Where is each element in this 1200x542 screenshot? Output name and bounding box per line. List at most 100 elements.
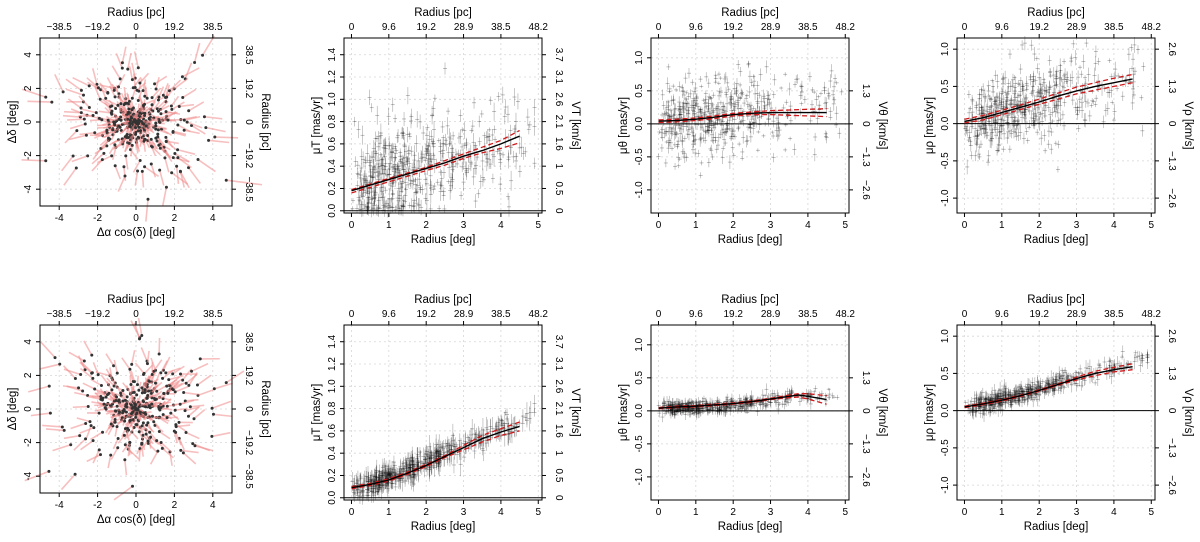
star-point: [157, 352, 161, 356]
motion-arrow: [177, 148, 196, 155]
motion-arrow: [153, 390, 163, 399]
panel-top-mut: 0 1 2 3 4 5 0.0 0.2 0.4 0.6 0.8 1.0 1.2 1.4 0 9.6 19.2 28…: [311, 7, 581, 246]
motion-arrow: [82, 382, 96, 390]
star-point: [161, 376, 165, 380]
star-point: [113, 164, 117, 168]
x-tick-label: 1: [386, 220, 392, 231]
motion-arrow: [182, 88, 197, 99]
motion-arrow: [69, 123, 86, 130]
star-point: [165, 404, 169, 408]
motion-arrow: [144, 139, 151, 149]
motion-arrow: [150, 163, 157, 178]
star-point: [140, 333, 144, 337]
star-point: [159, 441, 163, 445]
star-point: [137, 125, 141, 129]
x-tick-label: 0: [656, 220, 662, 231]
star-point: [130, 96, 134, 100]
star-point: [82, 117, 86, 121]
star-point: [146, 133, 150, 137]
star-point: [164, 135, 168, 139]
motion-arrow: [197, 158, 216, 173]
star-point: [136, 129, 140, 133]
motion-arrow: [169, 451, 173, 466]
star-point: [210, 434, 214, 438]
star-point: [192, 417, 196, 421]
fit-red-upper: [964, 73, 1133, 120]
motion-arrow: [115, 53, 124, 69]
motion-arrow: [45, 428, 65, 432]
motion-arrow: [121, 441, 131, 453]
motion-arrow: [208, 139, 230, 144]
star-point: [144, 124, 148, 128]
x-tick-label: 5: [1148, 220, 1154, 231]
y-tick-label: 0: [23, 406, 34, 412]
motion-arrow: [133, 322, 141, 340]
star-point: [128, 125, 132, 129]
star-point: [178, 169, 182, 173]
motion-arrow: [111, 126, 121, 134]
motion-arrow: [67, 118, 85, 121]
motion-arrow: [214, 382, 233, 390]
star-point: [93, 131, 97, 135]
right-tick-label: 0: [1166, 121, 1177, 127]
x-tick-label: 3: [1074, 220, 1080, 231]
star-point: [159, 405, 163, 409]
motion-arrow: [94, 86, 101, 100]
right-tick-label: −2.6: [1166, 188, 1177, 208]
star-point: [147, 389, 151, 393]
star-point: [159, 127, 163, 131]
star-point: [48, 411, 52, 415]
y-tick-label: 1.0: [327, 92, 338, 106]
motion-arrow: [184, 406, 200, 412]
motion-arrow: [111, 146, 117, 161]
star-point: [154, 121, 158, 125]
star-point: [114, 399, 118, 403]
motion-arrow: [114, 165, 122, 180]
star-point: [79, 88, 83, 92]
motion-arrow: [164, 84, 171, 98]
star-point: [134, 132, 138, 136]
top-tick-label: 38.5: [203, 309, 223, 320]
star-point: [195, 383, 199, 387]
star-point: [158, 146, 162, 150]
star-point: [135, 393, 139, 397]
star-point: [184, 431, 188, 435]
star-point: [91, 376, 95, 380]
star-point: [171, 130, 175, 134]
star-point: [181, 451, 185, 455]
motion-arrow: [114, 426, 118, 437]
star-point: [144, 432, 148, 436]
star-point: [79, 372, 83, 376]
motion-arrow: [94, 392, 108, 396]
star-point: [179, 448, 183, 452]
motion-arrow: [128, 427, 135, 437]
star-point: [130, 406, 134, 410]
right-axis-label: Vρ [km/s]: [1182, 101, 1194, 149]
star-point: [123, 443, 127, 447]
motion-arrow: [168, 79, 182, 92]
motion-arrow: [102, 121, 114, 126]
motion-arrow: [114, 412, 124, 419]
motion-arrow: [164, 157, 170, 173]
star-point: [82, 359, 86, 363]
top-tick-label: 28.9: [454, 22, 474, 33]
motion-arrow: [168, 374, 184, 381]
x-axis-label: Δα cos(δ) [deg]: [97, 227, 175, 239]
star-point: [156, 135, 160, 139]
star-point: [204, 126, 208, 130]
star-point: [166, 391, 170, 395]
motion-arrow: [184, 129, 200, 135]
motion-arrow: [174, 152, 190, 163]
star-point: [201, 53, 205, 57]
star-point: [119, 391, 123, 395]
motion-arrow: [179, 399, 195, 405]
motion-arrow: [148, 371, 157, 383]
motion-arrow: [78, 95, 90, 108]
star-point: [110, 388, 114, 392]
star-point: [136, 99, 140, 103]
star-point: [196, 158, 200, 162]
motion-arrow: [111, 83, 120, 95]
motion-arrow: [156, 100, 166, 110]
star-point: [164, 139, 168, 143]
star-point: [117, 410, 121, 414]
